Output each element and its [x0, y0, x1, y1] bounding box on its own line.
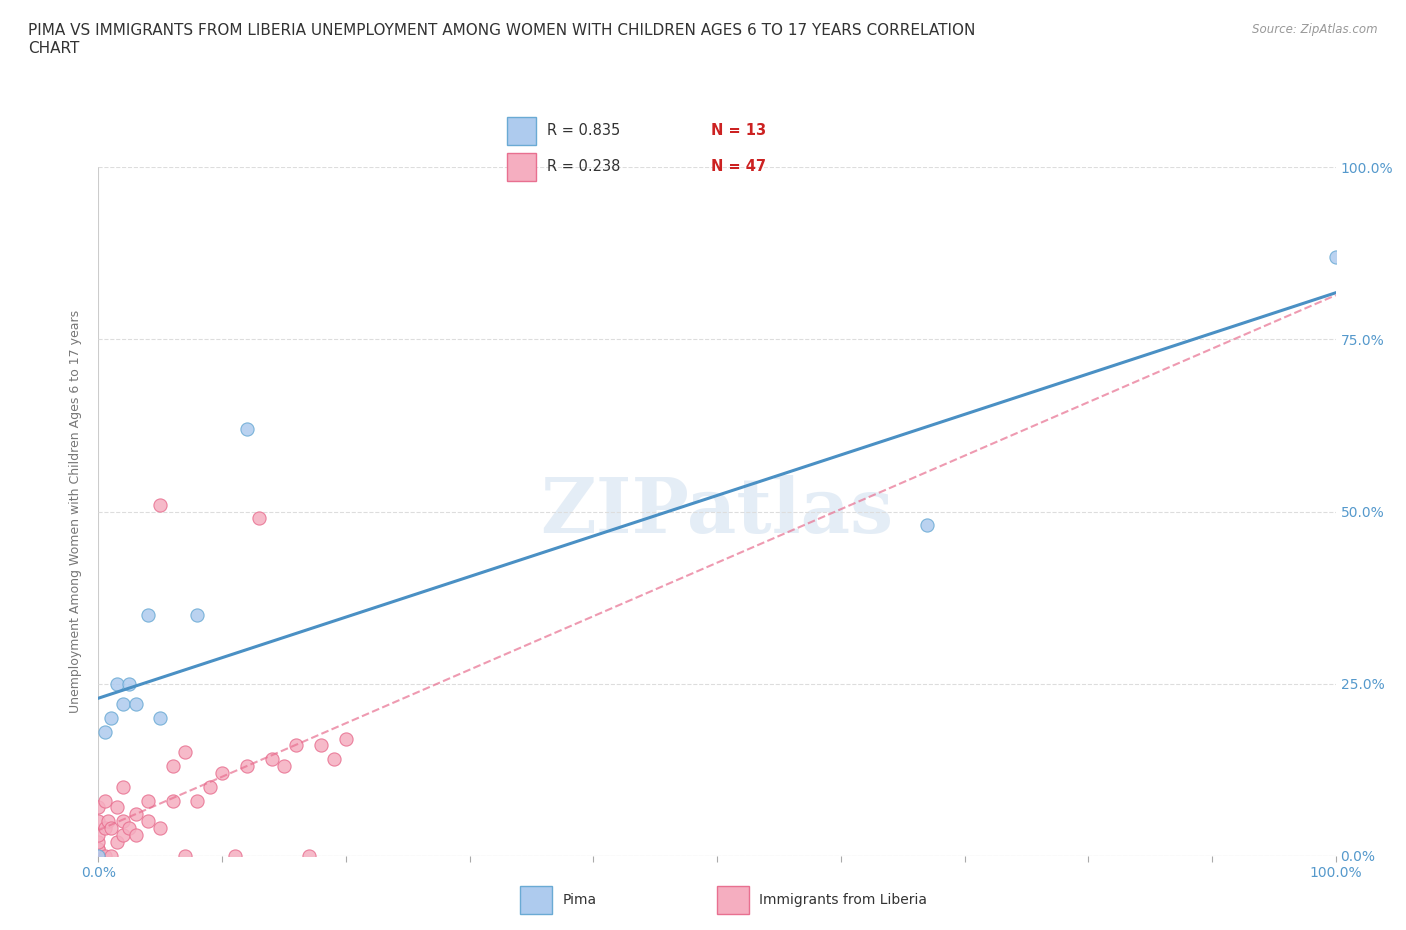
Point — [124, 828, 146, 843]
Point — [112, 779, 135, 794]
Point — [224, 848, 246, 863]
Y-axis label: Unemployment Among Women with Children Ages 6 to 17 years: Unemployment Among Women with Children A… — [69, 310, 83, 713]
Point — [162, 793, 184, 808]
Point — [93, 820, 115, 835]
Point — [335, 731, 357, 746]
Text: N = 47: N = 47 — [711, 159, 766, 175]
Point — [186, 607, 208, 622]
Point — [105, 834, 128, 849]
Point — [136, 793, 159, 808]
Point — [87, 848, 110, 863]
Point — [112, 697, 135, 711]
Point — [87, 828, 110, 843]
Point — [87, 800, 110, 815]
Point — [87, 848, 110, 863]
Point — [917, 518, 939, 533]
Point — [87, 848, 110, 863]
Point — [260, 751, 283, 766]
Point — [198, 779, 221, 794]
Text: R = 0.835: R = 0.835 — [547, 123, 620, 138]
Point — [236, 421, 259, 436]
Point — [87, 842, 110, 857]
Point — [186, 793, 208, 808]
Point — [136, 814, 159, 829]
Point — [124, 697, 146, 711]
Point — [124, 807, 146, 822]
Point — [93, 848, 115, 863]
Bar — [506, 153, 536, 181]
Point — [87, 848, 110, 863]
Point — [273, 759, 295, 774]
Point — [298, 848, 321, 863]
Point — [105, 676, 128, 691]
Text: Immigrants from Liberia: Immigrants from Liberia — [759, 893, 927, 907]
Text: R = 0.238: R = 0.238 — [547, 159, 620, 175]
Point — [149, 711, 172, 725]
Point — [322, 751, 344, 766]
Text: PIMA VS IMMIGRANTS FROM LIBERIA UNEMPLOYMENT AMONG WOMEN WITH CHILDREN AGES 6 TO: PIMA VS IMMIGRANTS FROM LIBERIA UNEMPLOY… — [28, 23, 976, 56]
Bar — [506, 117, 536, 145]
Bar — [717, 886, 748, 914]
Point — [247, 511, 270, 525]
Text: N = 13: N = 13 — [711, 123, 766, 138]
Point — [112, 814, 135, 829]
Point — [136, 607, 159, 622]
Point — [87, 848, 110, 863]
Point — [100, 848, 122, 863]
Text: ZIPatlas: ZIPatlas — [540, 474, 894, 549]
Point — [93, 793, 115, 808]
Point — [162, 759, 184, 774]
Point — [174, 848, 197, 863]
Point — [97, 814, 120, 829]
Point — [105, 800, 128, 815]
Point — [100, 820, 122, 835]
Point — [236, 759, 259, 774]
Point — [87, 848, 110, 863]
Text: Pima: Pima — [562, 893, 596, 907]
Point — [87, 842, 110, 857]
Point — [174, 745, 197, 760]
Point — [100, 711, 122, 725]
Bar — [520, 886, 551, 914]
Point — [112, 828, 135, 843]
Point — [87, 814, 110, 829]
Point — [118, 820, 141, 835]
Point — [211, 765, 233, 780]
Point — [93, 724, 115, 739]
Text: Source: ZipAtlas.com: Source: ZipAtlas.com — [1253, 23, 1378, 36]
Point — [309, 738, 332, 753]
Point — [118, 676, 141, 691]
Point — [285, 738, 308, 753]
Point — [87, 848, 110, 863]
Point — [1324, 249, 1347, 264]
Point — [149, 820, 172, 835]
Point — [149, 498, 172, 512]
Point — [87, 834, 110, 849]
